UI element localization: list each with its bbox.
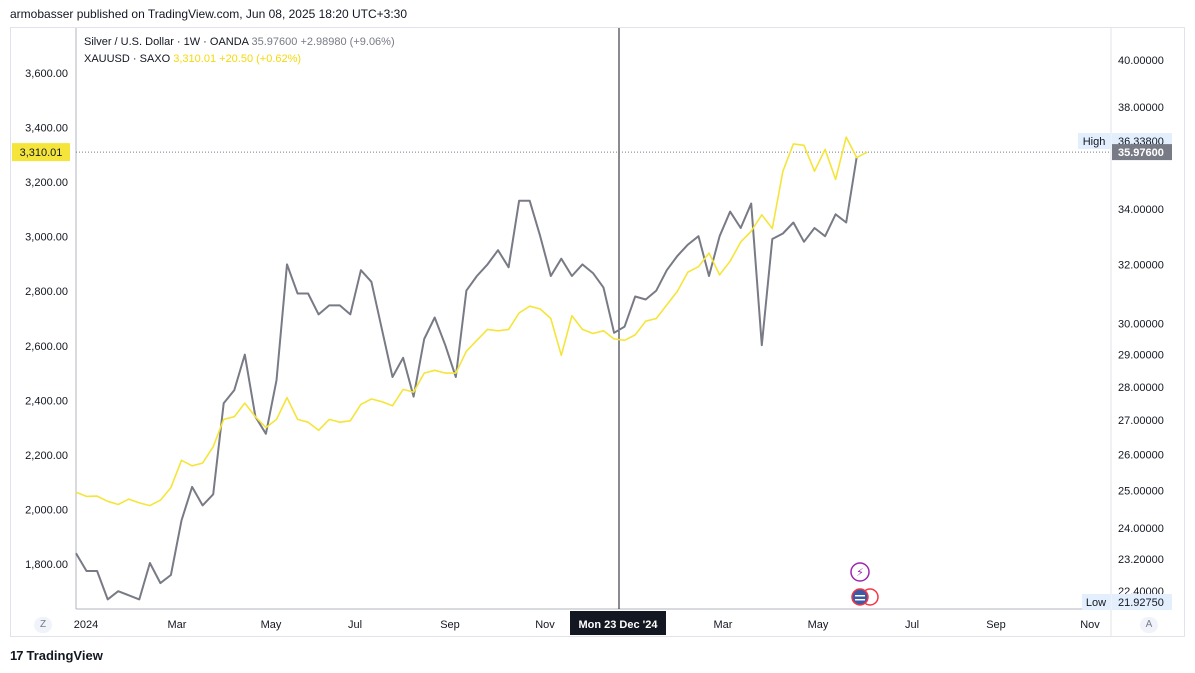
low-value-label: 21.92750 <box>1118 597 1164 609</box>
crosshair-date-background <box>570 611 666 635</box>
time-axis-tick-label: 2024 <box>74 619 98 631</box>
high-label: High <box>1083 136 1106 148</box>
publish-header: armobasser published on TradingView.com,… <box>10 7 408 21</box>
time-axis-tick-label: May <box>808 619 829 631</box>
silver-series-line <box>75 156 858 601</box>
left-axis-tick-label: 2,800.00 <box>25 286 68 298</box>
legend-silver[interactable]: Silver / U.S. Dollar · 1W · OANDA 35.976… <box>84 36 395 48</box>
time-axis-tick-label: Jul <box>348 619 362 631</box>
us-flag-stripe-icon <box>855 599 865 601</box>
left-axis-tick-label: 1,800.00 <box>25 559 68 571</box>
legend-gold-symbol: XAUUSD · SAXO <box>84 53 171 65</box>
right-axis-tick-label: 26.00000 <box>1118 450 1164 462</box>
gold-series-line <box>75 136 868 507</box>
right-axis-tick-label: 24.00000 <box>1118 523 1164 535</box>
crosshair-date-label: Mon 23 Dec '24 <box>578 619 658 631</box>
legend-gold[interactable]: XAUUSD · SAXO 3,310.01 +20.50 (+0.62%) <box>84 53 301 65</box>
low-label-background <box>1082 594 1111 610</box>
legend-silver-change: +2.98980 (+9.06%) <box>300 36 395 48</box>
time-axis-tick-label: May <box>261 619 282 631</box>
us-flag-event-icon <box>851 588 869 606</box>
auto-scale-right-button[interactable]: A <box>1140 617 1158 633</box>
low-value-background <box>1112 594 1172 610</box>
left-price-tag-label: 3,310.01 <box>20 147 63 159</box>
left-axis-tick-label: 3,200.00 <box>25 177 68 189</box>
right-axis-tick-label: 29.00000 <box>1118 350 1164 362</box>
left-axis-tick-label: 3,600.00 <box>25 68 68 80</box>
lightning-glyph-icon: ⚡ <box>856 566 864 579</box>
time-axis-tick-label: Sep <box>986 619 1006 631</box>
right-axis-tick-label: 28.00000 <box>1118 382 1164 394</box>
current-value-label: 35.97600 <box>1118 147 1164 159</box>
high-label-background <box>1078 133 1111 149</box>
time-axis-tick-label: Nov <box>1080 619 1100 631</box>
right-axis-tick-label: 30.00000 <box>1118 319 1164 331</box>
footer-brand[interactable]: 17 TradingView <box>10 648 103 663</box>
left-axis-tick-label: 2,000.00 <box>25 504 68 516</box>
time-axis-tick-label: Mar <box>714 619 733 631</box>
left-axis-tick-label: 2,200.00 <box>25 450 68 462</box>
legend-silver-price: 35.97600 <box>251 36 298 48</box>
chart-frame[interactable] <box>10 27 1185 637</box>
tradingview-logo-icon: 17 <box>10 648 24 663</box>
lightning-event-icon <box>850 562 870 582</box>
right-axis-tick-label: 23.20000 <box>1118 554 1164 566</box>
right-axis-tick-label: 38.00000 <box>1118 102 1164 114</box>
right-axis-tick-label: 40.00000 <box>1118 55 1164 67</box>
us-flag-stripe-icon <box>855 595 865 597</box>
low-label: Low <box>1086 597 1106 609</box>
right-axis-tick-label: 25.00000 <box>1118 486 1164 498</box>
time-axis-tick-label: Jul <box>905 619 919 631</box>
time-axis-tick-label: Nov <box>535 619 555 631</box>
right-axis-tick-label: 27.00000 <box>1118 415 1164 427</box>
current-value-background <box>1112 144 1172 161</box>
legend-gold-change: +20.50 (+0.62%) <box>219 53 302 65</box>
legend-silver-symbol: Silver / U.S. Dollar · 1W · OANDA <box>84 36 249 48</box>
left-axis-tick-label: 3,000.00 <box>25 232 68 244</box>
time-axis-tick-label: Sep <box>440 619 460 631</box>
right-axis-tick-label: 34.00000 <box>1118 204 1164 216</box>
left-axis-tick-label: 2,400.00 <box>25 395 68 407</box>
left-price-tag-background <box>12 143 70 162</box>
right-axis-tick-label: 32.00000 <box>1118 259 1164 271</box>
time-axis-tick-label: Mar <box>168 619 187 631</box>
auto-scale-left-button[interactable]: Z <box>34 617 52 633</box>
legend-gold-price: 3,310.01 <box>173 53 217 65</box>
left-axis-tick-label: 2,600.00 <box>25 341 68 353</box>
footer-brand-label: TradingView <box>26 648 103 663</box>
left-axis-tick-label: 3,400.00 <box>25 123 68 135</box>
